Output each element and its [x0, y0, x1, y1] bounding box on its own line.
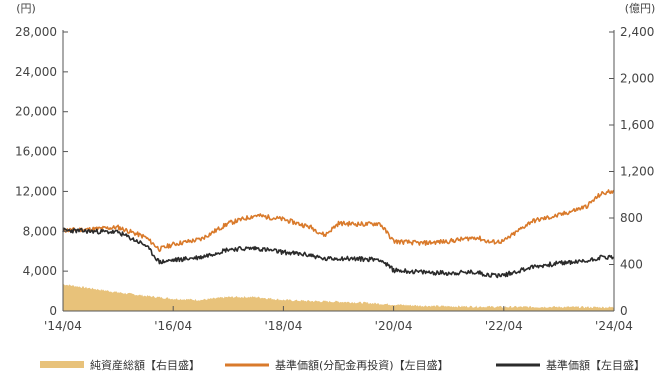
series-net-assets-area [63, 284, 614, 311]
right-unit-label: (億円) [625, 2, 656, 15]
right-tick-label: 2,000 [620, 72, 654, 86]
legend-label: 純資産総額【右目盛】 [90, 358, 200, 372]
left-unit-label: (円) [16, 2, 36, 15]
x-tick-label: '16/04 [154, 319, 192, 333]
left-tick-label: 16,000 [15, 145, 57, 159]
series-nav-line [62, 227, 615, 279]
right-tick-label: 1,600 [620, 118, 654, 132]
right-tick-label: 800 [620, 211, 643, 225]
left-tick-label: 8,000 [23, 224, 57, 238]
legend-label: 基準価額(分配金再投資)【左目盛】 [275, 358, 449, 372]
left-tick-label: 28,000 [15, 25, 57, 39]
left-tick-label: 4,000 [23, 264, 57, 278]
legend-swatch-net-assets [40, 361, 84, 368]
left-tick-label: 12,000 [15, 184, 57, 198]
series-nav-reinvested-line [62, 189, 615, 253]
x-tick-label: '24/04 [595, 319, 633, 333]
x-tick-label: '20/04 [375, 319, 413, 333]
legend-label: 基準価額【左目盛】 [546, 358, 645, 372]
left-tick-label: 24,000 [15, 65, 57, 79]
x-tick-label: '18/04 [264, 319, 302, 333]
right-tick-label: 400 [620, 258, 643, 272]
left-tick-label: 20,000 [15, 105, 57, 119]
left-tick-label: 0 [49, 304, 57, 318]
right-tick-label: 2,400 [620, 25, 654, 39]
right-tick-label: 1,200 [620, 165, 654, 179]
right-tick-label: 0 [620, 304, 628, 318]
x-tick-label: '22/04 [485, 319, 523, 333]
x-tick-label: '14/04 [44, 319, 82, 333]
